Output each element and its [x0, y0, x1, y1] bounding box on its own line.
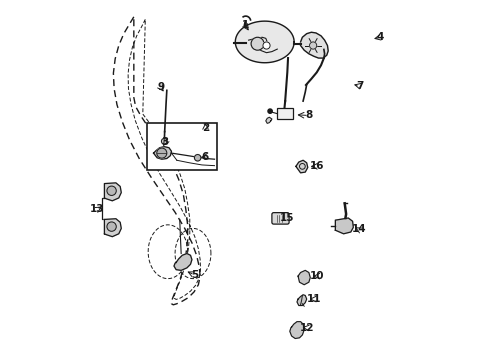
Text: 7: 7 [356, 81, 364, 91]
Text: 4: 4 [377, 32, 384, 42]
Text: 12: 12 [299, 323, 314, 333]
Text: 10: 10 [310, 271, 324, 281]
Text: 2: 2 [202, 123, 209, 133]
Polygon shape [297, 295, 307, 306]
Text: 9: 9 [157, 82, 164, 93]
Text: 8: 8 [305, 111, 313, 121]
Polygon shape [298, 270, 310, 285]
Text: 6: 6 [201, 152, 208, 162]
Polygon shape [235, 21, 294, 63]
Circle shape [263, 42, 270, 49]
Polygon shape [153, 147, 172, 159]
Text: 15: 15 [280, 213, 294, 223]
Text: 11: 11 [307, 294, 321, 304]
Text: 1: 1 [242, 20, 248, 30]
Polygon shape [174, 253, 192, 270]
Polygon shape [104, 219, 122, 237]
Circle shape [161, 138, 167, 144]
Circle shape [195, 154, 201, 161]
Circle shape [107, 186, 116, 195]
Polygon shape [296, 160, 308, 173]
Polygon shape [290, 321, 304, 338]
Circle shape [251, 37, 264, 50]
Text: 3: 3 [162, 138, 169, 147]
Polygon shape [104, 183, 122, 201]
Circle shape [310, 42, 317, 49]
Text: 16: 16 [310, 161, 324, 171]
Circle shape [268, 109, 272, 113]
Polygon shape [335, 218, 353, 234]
FancyBboxPatch shape [272, 213, 289, 224]
Text: 13: 13 [90, 204, 104, 215]
Circle shape [157, 148, 167, 158]
Polygon shape [266, 117, 272, 123]
Polygon shape [300, 32, 328, 58]
Circle shape [107, 222, 116, 231]
Text: 5: 5 [191, 270, 198, 280]
Bar [277, 108, 294, 119]
Text: 14: 14 [352, 225, 367, 234]
Bar [147, 123, 218, 170]
